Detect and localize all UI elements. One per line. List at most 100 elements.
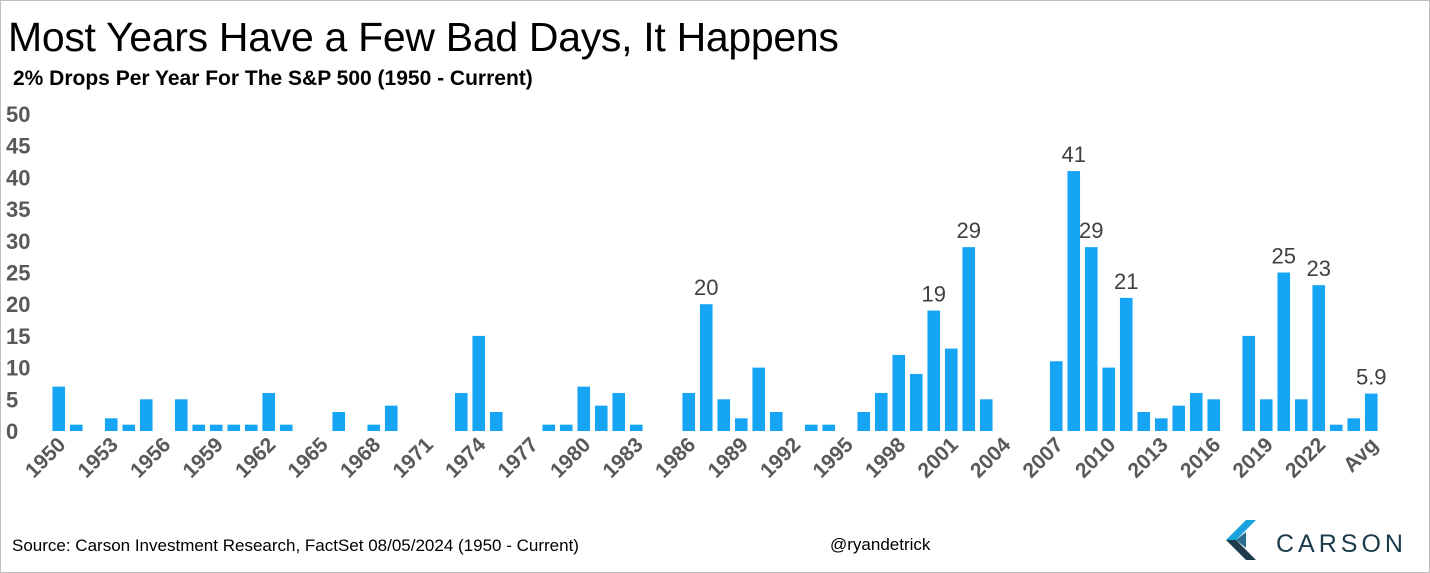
x-tick-label: 1995: [808, 433, 858, 483]
bar-2014: [1172, 405, 1186, 431]
data-label-1987: 20: [694, 275, 718, 300]
y-tick-label: 5: [6, 387, 18, 412]
bar-1959: [209, 424, 223, 431]
bar-2003: [979, 399, 993, 431]
bar-1979: [559, 424, 573, 431]
bar-1978: [542, 424, 556, 431]
bar-1997: [874, 392, 888, 431]
bar-2016: [1207, 399, 1221, 431]
x-tick-label: 2013: [1123, 433, 1172, 482]
bar-1999: [909, 373, 923, 431]
y-tick-label: 45: [6, 134, 30, 159]
bar-2013: [1154, 418, 1168, 431]
carson-logo-icon: [1226, 520, 1256, 560]
bar-1953: [104, 418, 118, 431]
bar-2008: [1067, 171, 1081, 431]
data-label-2011: 21: [1114, 269, 1138, 294]
bar-1957: [174, 399, 188, 431]
data-label-2009: 29: [1079, 218, 1103, 243]
bar-Avg: [1364, 393, 1378, 431]
bar-1974: [472, 335, 486, 431]
data-label-2000: 19: [922, 282, 946, 307]
bar-2001: [944, 348, 958, 431]
x-tick-label: 1971: [388, 433, 438, 483]
x-tick-label: 1998: [861, 433, 911, 483]
author-handle: @ryandetrick: [830, 535, 931, 554]
bar-2000: [927, 310, 941, 431]
x-tick-label: 1956: [126, 433, 175, 482]
x-tick-label: 1962: [231, 433, 280, 482]
x-tick-label: 2019: [1228, 433, 1277, 482]
bar-2021: [1294, 399, 1308, 431]
bars-group: [52, 171, 1378, 431]
bar-2020: [1277, 272, 1291, 431]
bar-1983: [629, 424, 643, 431]
bar-1991: [769, 411, 783, 431]
bar-2015: [1189, 392, 1203, 431]
x-tick-label: 2016: [1176, 433, 1225, 482]
y-tick-label: 25: [6, 261, 30, 286]
bar-1989: [734, 418, 748, 431]
bar-2023: [1329, 424, 1343, 431]
bar-1990: [752, 367, 766, 431]
x-axis: 1950 1953 1956 1959 1962 1965 1968 1971 1974 1977…: [21, 433, 1383, 483]
bar-1950: [52, 386, 66, 431]
bar-1996: [857, 411, 871, 431]
y-tick-label: 30: [6, 229, 30, 254]
x-tick-label: 2022: [1281, 433, 1330, 482]
bar-2007: [1049, 361, 1063, 431]
x-tick-label: 1950: [21, 433, 70, 482]
chart-subtitle: 2% Drops Per Year For The S&P 500 (1950 …: [13, 67, 533, 90]
bar-1980: [577, 386, 591, 431]
x-tick-label: 1983: [598, 433, 647, 482]
bar-1961: [244, 424, 258, 431]
x-tick-label: 1959: [178, 433, 227, 482]
bar-2011: [1119, 297, 1133, 431]
x-tick-label: 1968: [336, 433, 386, 483]
x-tick-label: Avg: [1339, 433, 1383, 477]
bar-1986: [682, 392, 696, 431]
x-tick-label: 1953: [73, 433, 122, 482]
data-label-2002: 29: [957, 218, 981, 243]
bar-1998: [892, 354, 906, 431]
x-tick-label: 1992: [756, 433, 805, 482]
x-tick-label: 1989: [703, 433, 752, 482]
y-tick-label: 35: [6, 197, 30, 222]
bar-1960: [227, 424, 241, 431]
data-labels-group: 20 19 29 41 29 21 25 23 5.9: [694, 142, 1387, 390]
data-label-Avg: 5.9: [1356, 365, 1387, 390]
bar-1993: [804, 424, 818, 431]
x-tick-label: 1965: [283, 433, 333, 483]
bar-1988: [717, 399, 731, 431]
y-axis: 0 5 10 15 20 25 30 35 40 45 50: [6, 102, 30, 444]
bar-1969: [384, 405, 398, 431]
x-tick-label: 2007: [1018, 433, 1067, 482]
y-tick-label: 0: [6, 419, 18, 444]
carson-logo-text: CARSON: [1276, 530, 1407, 558]
y-tick-label: 15: [6, 324, 30, 349]
bar-2024: [1347, 418, 1361, 431]
source-note: Source: Carson Investment Research, Fact…: [12, 536, 579, 555]
bar-1966: [332, 411, 346, 431]
bar-2022: [1312, 285, 1326, 431]
bar-2009: [1084, 247, 1098, 431]
bar-1955: [139, 399, 153, 431]
bar-2019: [1259, 399, 1273, 431]
y-tick-label: 50: [6, 102, 30, 127]
data-label-2020: 25: [1272, 244, 1296, 269]
y-tick-label: 20: [6, 292, 30, 317]
bar-1981: [594, 405, 608, 431]
x-tick-label: 2001: [913, 433, 963, 483]
chart-title: Most Years Have a Few Bad Days, It Happe…: [8, 14, 839, 60]
bar-1982: [612, 392, 626, 431]
bar-2010: [1102, 367, 1116, 431]
bar-1968: [367, 424, 381, 431]
x-tick-label: 1980: [546, 433, 595, 482]
bar-2002: [962, 247, 976, 431]
x-tick-label: 2004: [966, 433, 1016, 483]
bar-1973: [454, 392, 468, 431]
x-tick-label: 1977: [493, 433, 542, 482]
bar-1987: [699, 304, 713, 431]
x-tick-label: 2010: [1071, 433, 1120, 482]
